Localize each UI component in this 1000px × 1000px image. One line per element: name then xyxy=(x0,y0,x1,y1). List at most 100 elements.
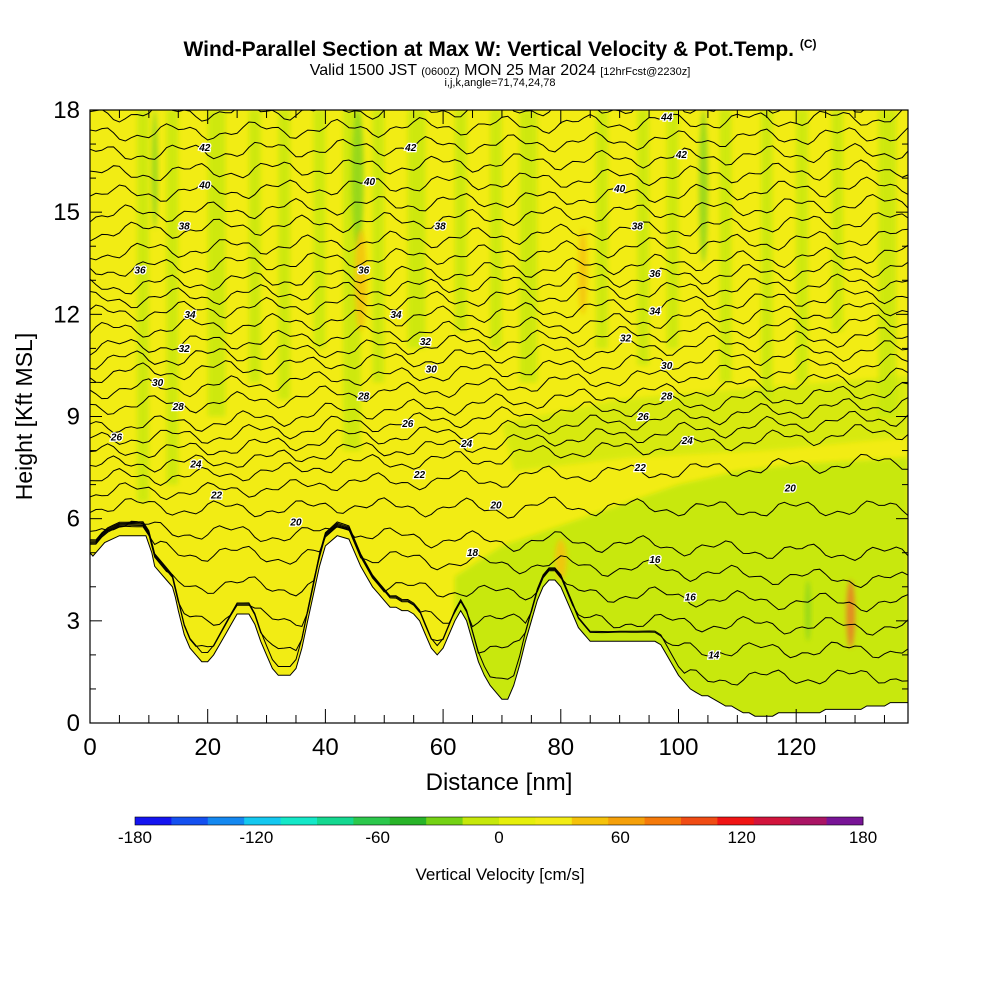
colorbar-swatch-7 xyxy=(389,817,427,825)
contour-label-30: 36 xyxy=(649,269,661,280)
contour-label-15: 26 xyxy=(637,412,650,423)
valid-date: MON 25 Mar 2024 xyxy=(464,62,596,79)
colorbar-swatch-9 xyxy=(462,817,500,825)
updraft-feature-6 xyxy=(554,539,567,580)
contour-label-26: 34 xyxy=(390,310,402,321)
theta-contour-32 xyxy=(90,288,908,338)
colorbar-swatch-13 xyxy=(608,817,645,825)
contour-label-29: 36 xyxy=(358,266,370,277)
theta-contour-30 xyxy=(90,314,908,370)
contour-label-28: 36 xyxy=(134,266,146,277)
theta-contour-23 xyxy=(90,410,908,473)
contour-label-18: 28 xyxy=(660,392,673,403)
velocity-field xyxy=(90,110,908,723)
theta-contour-29 xyxy=(90,327,908,384)
contour-label-31: 38 xyxy=(179,221,191,232)
colorbar-swatch-6 xyxy=(353,817,391,825)
colorbar-label: Vertical Velocity [cm/s] xyxy=(415,865,584,884)
colorbar-tick-label-60: 60 xyxy=(611,828,630,847)
theta-contour-41 xyxy=(90,143,908,182)
theta-contour-15 xyxy=(90,522,908,659)
y-tick-label-18: 18 xyxy=(53,97,80,124)
terrain-mask xyxy=(89,535,909,724)
colorbar-swatch-2 xyxy=(207,817,245,825)
colorbar-swatch-1 xyxy=(171,817,209,825)
terrain-profile xyxy=(89,535,909,724)
colorbar-tick-label-0: 0 xyxy=(494,828,503,847)
colorbar-swatch-19 xyxy=(826,817,864,825)
contour-label-13: 26 xyxy=(110,432,123,443)
colorbar-swatch-16 xyxy=(717,817,755,825)
theta-contour-26 xyxy=(90,367,908,434)
theta-contour-20 xyxy=(90,496,908,519)
theta-contour-18 xyxy=(90,525,908,589)
valid-time-line: Valid 1500 JST (0600Z) MON 25 Mar 2024 [… xyxy=(0,62,1000,80)
colorbar-swatch-18 xyxy=(790,817,827,825)
contour-label-8: 22 xyxy=(413,470,426,481)
theta-contour-44 xyxy=(90,110,865,123)
contour-label-0: 14 xyxy=(708,650,720,661)
colorbar-swatch-4 xyxy=(280,817,318,825)
upper-streak-13 xyxy=(637,110,650,366)
y-tick-label-6: 6 xyxy=(67,506,80,533)
contour-label-4: 20 xyxy=(289,518,302,529)
downdraft-feature-0 xyxy=(151,110,158,230)
contour-label-6: 20 xyxy=(784,484,797,495)
theta-contour-25 xyxy=(90,382,908,445)
theta-contour-42 xyxy=(90,127,908,160)
contour-label-25: 34 xyxy=(184,310,196,321)
contour-label-37: 42 xyxy=(198,143,211,154)
downdraft-feature-2 xyxy=(699,110,708,264)
contour-label-39: 42 xyxy=(675,150,688,161)
contour-label-33: 38 xyxy=(632,221,644,232)
x-tick-label-120: 120 xyxy=(776,734,816,761)
x-tick-label-40: 40 xyxy=(312,734,339,761)
upper-streak-1 xyxy=(166,110,179,485)
contour-label-19: 30 xyxy=(152,378,164,389)
theta-contours xyxy=(90,110,908,686)
upper-streak-2 xyxy=(207,110,226,417)
theta-contour-28 xyxy=(90,340,908,400)
upper-streak-18 xyxy=(831,110,844,332)
grid-indices: i,j,k,angle=71,74,24,78 xyxy=(444,77,556,89)
colorbar-swatch-11 xyxy=(535,817,573,825)
upper-streak-10 xyxy=(490,110,502,349)
theta-contour-36 xyxy=(90,228,908,277)
theta-contour-39 xyxy=(90,176,908,223)
theta-contour-40 xyxy=(90,159,908,202)
contour-label-24: 32 xyxy=(620,334,632,345)
upper-streak-0 xyxy=(137,110,149,502)
x-tick-label-20: 20 xyxy=(194,734,221,761)
contour-label-7: 22 xyxy=(210,490,223,501)
colorbar-tick-label--60: -60 xyxy=(365,828,390,847)
colorbar-tick-label-120: 120 xyxy=(727,828,755,847)
contour-label-27: 34 xyxy=(649,306,661,317)
colorbar-swatch-10 xyxy=(499,817,536,825)
y-tick-label-9: 9 xyxy=(67,404,80,431)
colorbar-swatch-14 xyxy=(644,817,682,825)
upper-streak-12 xyxy=(596,110,608,349)
upper-streak-5 xyxy=(313,110,326,349)
upper-streak-7 xyxy=(372,110,385,383)
contour-label-38: 42 xyxy=(404,143,417,154)
y-tick-label-15: 15 xyxy=(53,199,80,226)
contour-label-34: 40 xyxy=(198,180,211,191)
contour-label-21: 30 xyxy=(661,361,673,372)
upper-streak-17 xyxy=(796,110,808,383)
colorbar-tick-label-180: 180 xyxy=(849,828,877,847)
contour-label-5: 20 xyxy=(489,501,502,512)
contour-label-12: 24 xyxy=(681,436,694,447)
theta-contour-17 xyxy=(90,524,908,613)
theta-contour-24 xyxy=(90,397,908,459)
downdraft-feature-1 xyxy=(351,110,364,247)
contour-label-10: 24 xyxy=(189,460,202,471)
contour-label-16: 28 xyxy=(172,402,185,413)
theta-contour-37 xyxy=(90,212,908,261)
contour-label-17: 28 xyxy=(357,392,370,403)
theta-contour-33 xyxy=(90,273,908,322)
colorbar-swatch-3 xyxy=(244,817,281,825)
contour-label-22: 32 xyxy=(179,344,191,355)
theta-contour-31 xyxy=(90,302,908,356)
